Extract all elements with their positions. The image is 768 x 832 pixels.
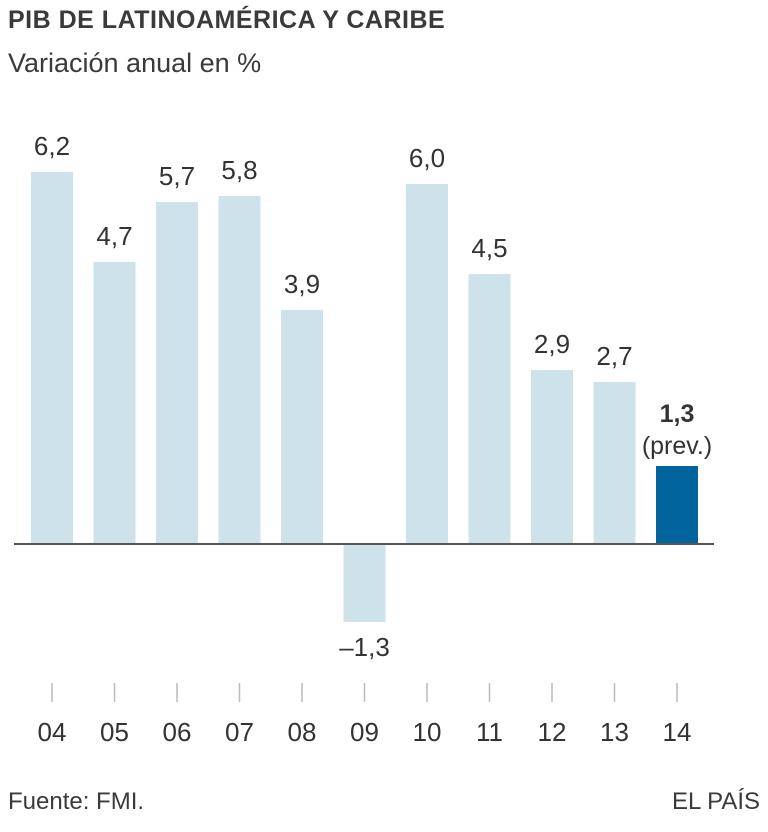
- data-label-13: 2,7: [596, 341, 632, 371]
- forecast-note: (prev.): [642, 432, 712, 460]
- x-tick-label-10: 10: [413, 717, 442, 747]
- bar-08: [281, 310, 323, 544]
- x-tick-label-06: 06: [163, 717, 192, 747]
- bar-13: [593, 382, 636, 544]
- data-label-10: 6,0: [409, 143, 445, 173]
- data-label-07: 5,8: [221, 155, 257, 185]
- chart-title: PIB DE LATINOAMÉRICA Y CARIBE: [8, 6, 446, 34]
- source-note: Fuente: FMI.: [8, 788, 145, 815]
- bar-12: [531, 370, 573, 544]
- x-tick-label-11: 11: [476, 717, 503, 747]
- chart-subtitle: Variación anual en %: [8, 48, 262, 78]
- bar-05: [93, 262, 136, 544]
- x-tick-label-12: 12: [538, 717, 567, 747]
- data-label-09: –1,3: [339, 632, 390, 662]
- bar-07: [218, 196, 261, 544]
- data-label-04: 6,2: [34, 131, 70, 161]
- x-tick-label-07: 07: [225, 717, 254, 747]
- bar-04: [31, 172, 73, 544]
- bar-11: [468, 274, 511, 544]
- data-label-11: 4,5: [471, 233, 507, 263]
- x-tick-label-14: 14: [663, 717, 692, 747]
- bar-09: [343, 544, 386, 622]
- x-tick-label-09: 09: [350, 717, 379, 747]
- data-label-14: 1,3: [660, 400, 695, 428]
- x-tick-label-05: 05: [100, 717, 129, 747]
- data-label-06: 5,7: [159, 161, 195, 191]
- bar-chart: 6,2 04 4,7 05 5,7 06 5,8 07 3,9 08 –1,3 09 6,0 10 4,5 1…: [14, 131, 714, 747]
- bar-10: [406, 184, 448, 544]
- x-tick-label-13: 13: [600, 717, 629, 747]
- data-label-05: 4,7: [96, 221, 132, 251]
- bar-06: [156, 202, 198, 544]
- bar-14: [656, 466, 698, 544]
- publisher-logo: EL PAÍS: [671, 788, 760, 815]
- data-label-08: 3,9: [284, 269, 320, 299]
- data-label-12: 2,9: [534, 329, 570, 359]
- x-tick-label-08: 08: [288, 717, 317, 747]
- x-tick-label-04: 04: [38, 717, 67, 747]
